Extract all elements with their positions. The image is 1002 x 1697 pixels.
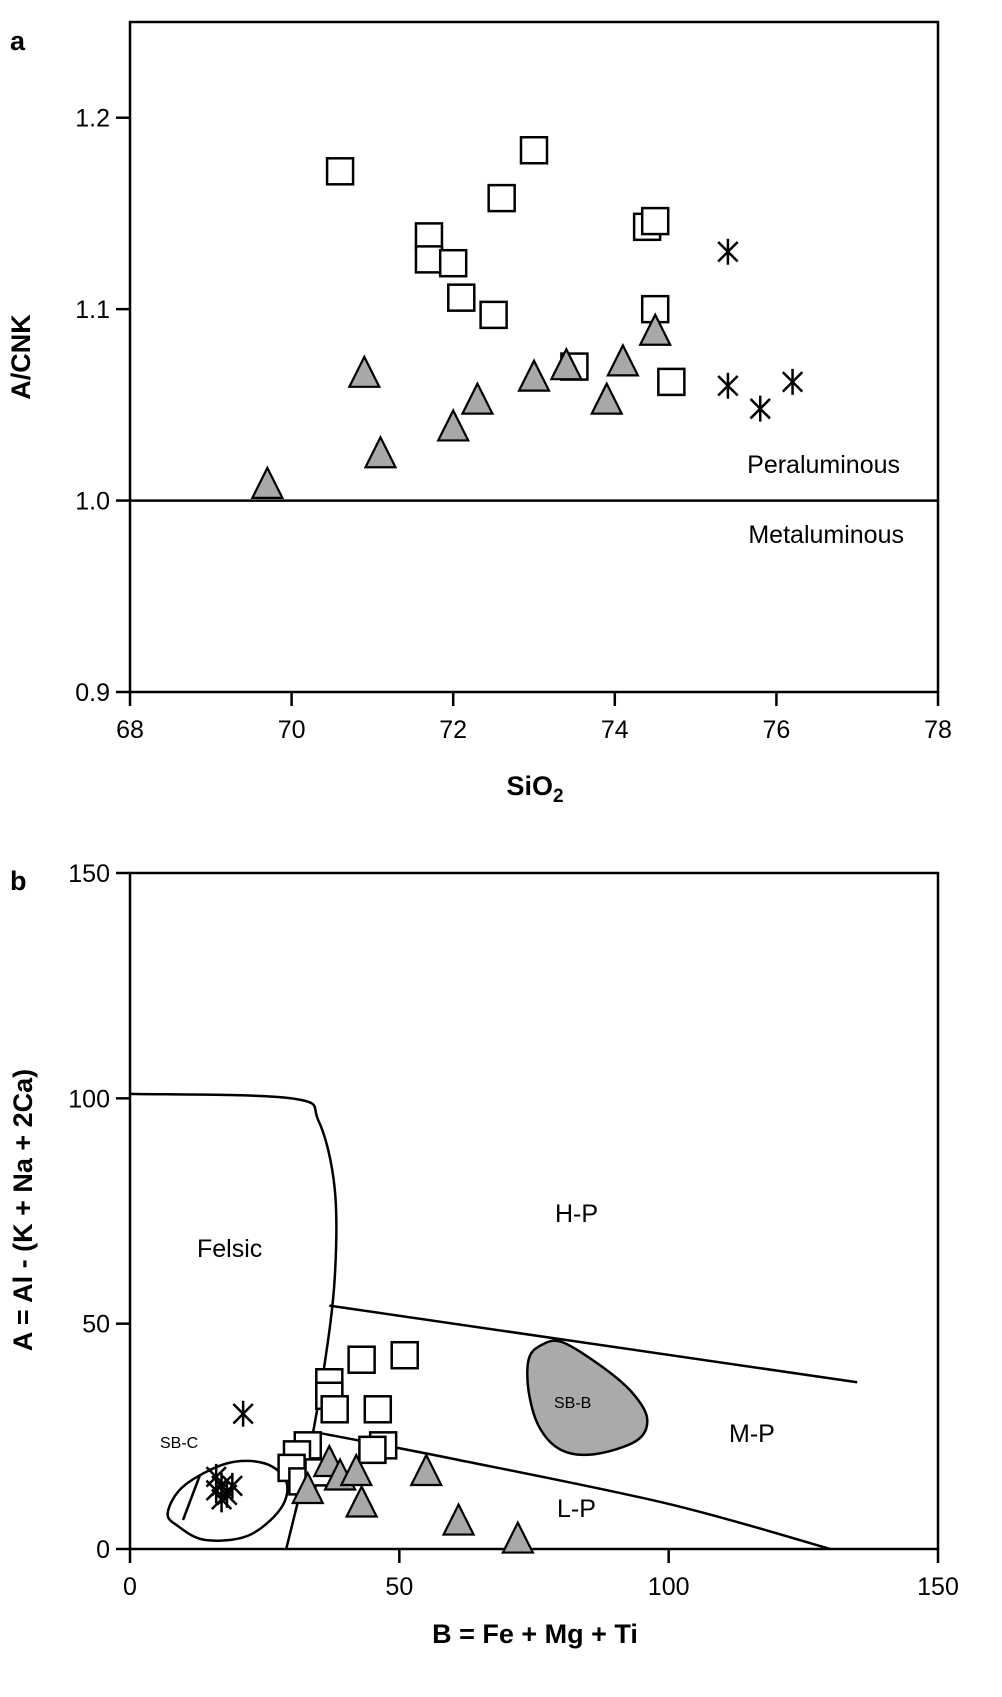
open-square-point xyxy=(320,1395,349,1424)
open-square-point xyxy=(479,300,508,330)
sb-b-field xyxy=(526,1339,649,1457)
asterisk-point xyxy=(232,1400,254,1427)
x-tick-label: 100 xyxy=(648,1573,690,1601)
grey-triangle-point xyxy=(409,1452,444,1487)
y-tick-label: 100 xyxy=(68,1085,110,1113)
x-tick-label: 70 xyxy=(278,716,306,744)
open-square-point xyxy=(363,1395,393,1424)
asterisk-point xyxy=(717,238,739,265)
panel-a-letter: a xyxy=(10,26,26,56)
y-tick-label: 50 xyxy=(82,1311,110,1339)
grey-triangle-point xyxy=(339,1452,374,1487)
y-tick-label: 0 xyxy=(96,1536,110,1564)
panel-a-x-ticks: 68 70 72 74 76 78 xyxy=(116,692,952,744)
x-tick-label: 72 xyxy=(439,716,467,744)
open-square-point xyxy=(438,248,468,278)
x-tick-label: 50 xyxy=(385,1573,413,1601)
open-square-point xyxy=(358,1435,387,1465)
panel-a-x-axis-title: SiO2 xyxy=(506,771,563,807)
grey-triangle-point xyxy=(517,358,551,392)
panel-a-plot-frame xyxy=(128,20,940,694)
grey-triangle-point xyxy=(290,1470,325,1505)
sb-b-label: SB-B xyxy=(554,1395,591,1412)
grey-triangle-point xyxy=(436,408,470,442)
felsic-label: Felsic xyxy=(197,1235,262,1263)
panel-b-x-axis-title: B = Fe + Mg + Ti xyxy=(432,1619,638,1649)
grey-triangle-point xyxy=(347,354,382,388)
panel-b-y-axis-title: A = Al - (K + Na + 2Ca) xyxy=(8,1069,38,1351)
grey-triangle-point xyxy=(344,1484,379,1518)
asterisk-point xyxy=(749,395,771,422)
panel-a-y-axis-title: A/CNK xyxy=(6,314,36,400)
open-square-point xyxy=(640,294,670,324)
y-tick-label: 150 xyxy=(68,860,110,888)
asterisk-point xyxy=(717,372,739,399)
grey-triangle-point xyxy=(606,342,640,377)
grey-triangle-point xyxy=(589,381,624,415)
grey-triangle-point xyxy=(441,1502,476,1536)
y-tick-label: 0.9 xyxy=(75,679,110,707)
panel-b-points xyxy=(205,1340,535,1554)
mp-label: M-P xyxy=(729,1420,775,1448)
sb-c-label: SB-C xyxy=(160,1435,198,1452)
x-tick-label: 150 xyxy=(917,1573,959,1601)
asterisk-point xyxy=(221,1472,243,1499)
hp-mp-boundary xyxy=(329,1304,858,1384)
open-square-point xyxy=(347,1345,376,1374)
panel-a-points xyxy=(250,136,804,499)
open-square-point xyxy=(640,206,670,236)
open-square-point xyxy=(325,157,355,186)
x-tick-label: 76 xyxy=(762,716,790,744)
panel-b-y-ticks: 0 50 100 150 xyxy=(68,860,130,1564)
x-tick-label: 74 xyxy=(601,716,629,744)
open-square-point xyxy=(519,136,549,165)
grey-triangle-point xyxy=(363,434,398,469)
open-square-point xyxy=(390,1340,419,1370)
sb-c-tick-mark xyxy=(181,1474,202,1521)
y-tick-label: 1.1 xyxy=(75,296,110,324)
panel-b-letter: b xyxy=(10,866,27,896)
panel-a: a 0.9 1.0 1.1 1.2 68 70 72 74 76 78 Peraluminous… xyxy=(6,20,952,807)
open-square-point xyxy=(487,183,516,213)
x-tick-label: 0 xyxy=(123,1573,137,1601)
open-square-point xyxy=(414,222,444,251)
open-square-point xyxy=(414,245,444,274)
asterisk-point xyxy=(205,1477,227,1504)
panel-b-x-ticks: 0 50 100 150 xyxy=(123,1549,959,1601)
panel-b: b 0 50 100 150 0 50 100 150 Felsic H-P M-P L-P… xyxy=(8,860,959,1649)
x-tick-label: 78 xyxy=(924,716,952,744)
grey-triangle-point xyxy=(250,465,285,499)
asterisk-point xyxy=(781,368,804,395)
panel-b-plot-frame xyxy=(128,871,940,1551)
y-tick-label: 1.0 xyxy=(75,488,110,516)
grey-triangle-point xyxy=(638,312,672,346)
metaluminous-label: Metaluminous xyxy=(748,521,904,549)
grey-triangle-point xyxy=(501,1520,535,1554)
open-square-point xyxy=(657,367,686,397)
grey-triangle-point xyxy=(460,381,495,415)
panel-a-y-ticks: 0.9 1.0 1.1 1.2 xyxy=(75,105,130,707)
peraluminous-label: Peraluminous xyxy=(747,451,900,479)
lp-label: L-P xyxy=(557,1495,596,1523)
hp-label: H-P xyxy=(555,1200,598,1228)
open-square-point xyxy=(447,283,476,312)
y-tick-label: 1.2 xyxy=(75,105,110,133)
x-tick-label: 68 xyxy=(116,716,144,744)
grey-triangle-point xyxy=(549,346,584,381)
